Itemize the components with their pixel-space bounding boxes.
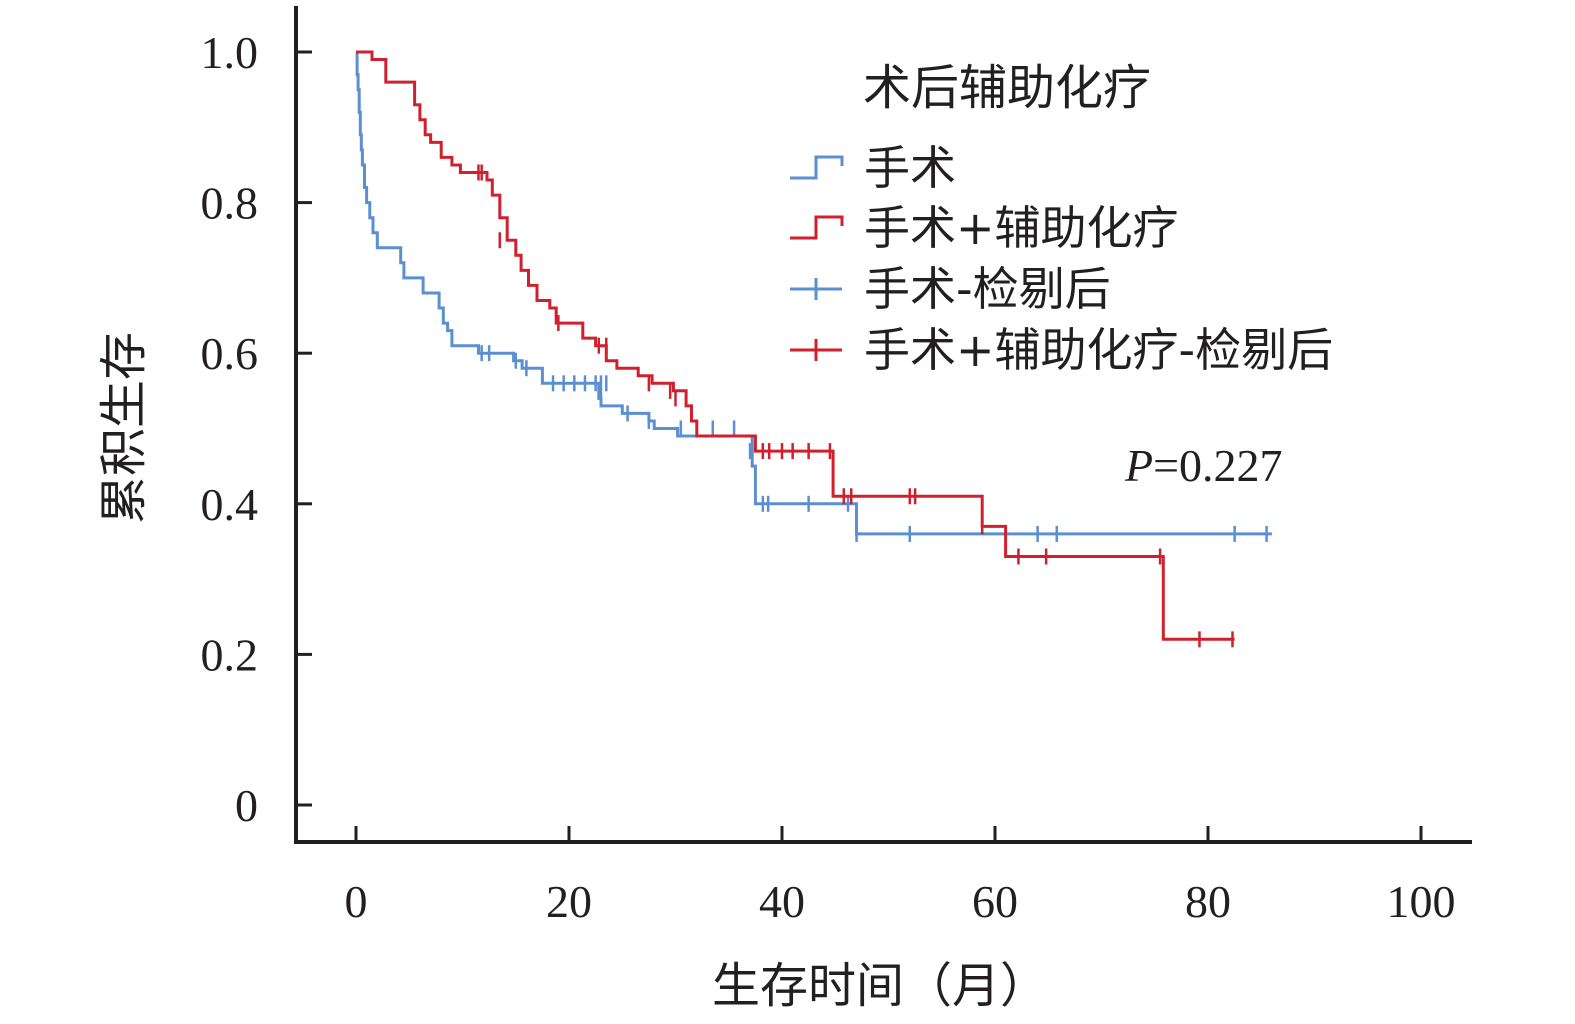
legend-step-symbol xyxy=(790,215,844,240)
series-layer xyxy=(355,50,1272,648)
x-tick-label: 80 xyxy=(1185,876,1231,927)
y-tick-label: 0.8 xyxy=(201,178,259,229)
p-value-text: =0.227 xyxy=(1153,440,1282,491)
x-tick-label: 0 xyxy=(345,876,368,927)
surgery-survival-step-line xyxy=(355,50,1272,536)
legend-label: 手术+辅助化疗-检剔后 xyxy=(864,323,1333,377)
legend-entry: 手术+辅助化疗-检剔后 xyxy=(790,323,1333,377)
legend-entry: 手术-检剔后 xyxy=(790,262,1111,316)
y-tick-label: 0.6 xyxy=(201,328,259,379)
y-tick-label: 0.2 xyxy=(201,629,259,680)
legend-label: 手术 xyxy=(864,141,956,195)
p-value-annotation: P=0.227 xyxy=(1124,440,1283,491)
x-tick-label: 20 xyxy=(546,876,592,927)
legend-title: 术后辅助化疗 xyxy=(863,60,1151,116)
p-value-label: P xyxy=(1124,440,1153,491)
x-axis-ticks: 0 20 40 60 80 100 xyxy=(345,826,1456,927)
legend-entry: 手术 xyxy=(790,141,956,195)
y-tick-label: 1.0 xyxy=(201,27,259,78)
y-axis-title: 累积生存 xyxy=(96,332,152,524)
legend-step-symbol xyxy=(790,155,844,180)
surgery-chemo-survival-step-line xyxy=(356,50,1235,641)
x-axis-title: 生存时间（月） xyxy=(712,958,1048,1014)
legend-label: 手术-检剔后 xyxy=(864,262,1111,316)
x-tick-label: 100 xyxy=(1387,876,1456,927)
legend-entry: 手术+辅助化疗 xyxy=(790,201,1179,255)
y-tick-label: 0.4 xyxy=(201,479,259,530)
x-tick-label: 60 xyxy=(972,876,1018,927)
legend-label: 手术+辅助化疗 xyxy=(864,201,1179,255)
x-tick-label: 40 xyxy=(759,876,805,927)
y-axis-ticks: 0 0.2 0.4 0.6 0.8 1.0 xyxy=(201,27,312,831)
y-tick-label: 0 xyxy=(235,780,258,831)
